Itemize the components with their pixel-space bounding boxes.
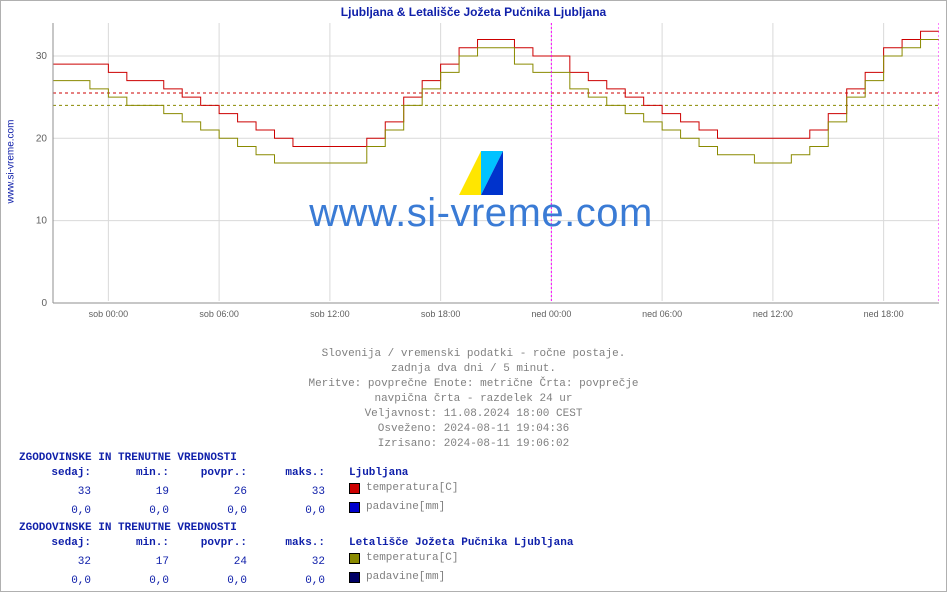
legend-value: 33	[253, 485, 331, 500]
legend-value: 24	[175, 555, 253, 570]
legend-column-header: povpr.:	[175, 536, 253, 551]
info-line: Izrisano: 2024-08-11 19:06:02	[1, 437, 946, 452]
legend-data-row: 32172432temperatura[C]	[19, 551, 573, 570]
chart-frame: Ljubljana & Letališče Jožeta Pučnika Lju…	[0, 0, 947, 592]
legend-column-header: maks.:	[253, 466, 331, 481]
legend-series-label: padavine[mm]	[366, 500, 445, 515]
legend-location: Ljubljana	[331, 466, 408, 481]
info-line: Veljavnost: 11.08.2024 18:00 CEST	[1, 407, 946, 422]
legend-value: 0,0	[97, 504, 175, 519]
legend-column-header: min.:	[97, 536, 175, 551]
legend-series: temperatura[C]	[331, 551, 458, 566]
svg-text:ned 18:00: ned 18:00	[864, 309, 904, 319]
legend-title: ZGODOVINSKE IN TRENUTNE VREDNOSTI	[19, 451, 458, 466]
legend-series-label: padavine[mm]	[366, 570, 445, 585]
legend-series-label: temperatura[C]	[366, 481, 458, 496]
title-ampersand: &	[393, 5, 408, 19]
svg-text:0: 0	[41, 298, 47, 309]
legend-header-row: sedaj:min.:povpr.:maks.:Letališče Jožeta…	[19, 536, 573, 551]
legend-value: 32	[19, 555, 97, 570]
svg-text:sob 00:00: sob 00:00	[89, 309, 129, 319]
svg-text:ned 12:00: ned 12:00	[753, 309, 793, 319]
legend-swatch	[349, 553, 360, 564]
legend-swatch	[349, 502, 360, 513]
legend-value: 26	[175, 485, 253, 500]
legend-value: 0,0	[253, 574, 331, 589]
title-location-a: Ljubljana	[341, 5, 394, 19]
legend-location: Letališče Jožeta Pučnika Ljubljana	[331, 536, 573, 551]
legend-series: padavine[mm]	[331, 500, 445, 515]
legend-column-header: sedaj:	[19, 466, 97, 481]
svg-text:sob 18:00: sob 18:00	[421, 309, 461, 319]
legend-data-row: 0,00,00,00,0padavine[mm]	[19, 500, 458, 519]
legend-value: 17	[97, 555, 175, 570]
svg-text:ned 00:00: ned 00:00	[531, 309, 571, 319]
svg-text:10: 10	[36, 216, 48, 227]
legend-column-header: sedaj:	[19, 536, 97, 551]
info-line: Slovenija / vremenski podatki - ročne po…	[1, 347, 946, 362]
legend-group-1: ZGODOVINSKE IN TRENUTNE VREDNOSTIsedaj:m…	[19, 451, 458, 519]
legend-data-row: 33192633temperatura[C]	[19, 481, 458, 500]
chart-svg: 0 10 20 30 sob 00:00 sob 06:00 sob 12:00 sob 18…	[23, 23, 939, 323]
svg-text:sob 12:00: sob 12:00	[310, 309, 350, 319]
legend-value: 32	[253, 555, 331, 570]
svg-text:ned 06:00: ned 06:00	[642, 309, 682, 319]
legend-series-label: temperatura[C]	[366, 551, 458, 566]
legend-column-header: povpr.:	[175, 466, 253, 481]
legend-swatch	[349, 483, 360, 494]
chart-title: Ljubljana & Letališče Jožeta Pučnika Lju…	[1, 5, 946, 19]
legend-data-row: 0,00,00,00,0padavine[mm]	[19, 570, 573, 589]
y-axis-label: www.si-vreme.com	[3, 1, 19, 321]
legend-value: 0,0	[253, 504, 331, 519]
svg-text:sob 06:00: sob 06:00	[199, 309, 239, 319]
svg-text:30: 30	[36, 51, 48, 62]
legend-value: 0,0	[175, 574, 253, 589]
y-axis-label-text: www.si-vreme.com	[6, 119, 17, 203]
legend-value: 0,0	[19, 504, 97, 519]
info-line: Meritve: povprečne Enote: metrične Črta:…	[1, 377, 946, 392]
info-line: zadnja dva dni / 5 minut.	[1, 362, 946, 377]
info-line: navpična črta - razdelek 24 ur	[1, 392, 946, 407]
legend-series: temperatura[C]	[331, 481, 458, 496]
svg-text:20: 20	[36, 133, 48, 144]
info-line: Osveženo: 2024-08-11 19:04:36	[1, 422, 946, 437]
legend-title: ZGODOVINSKE IN TRENUTNE VREDNOSTI	[19, 521, 573, 536]
legend-value: 19	[97, 485, 175, 500]
legend-value: 0,0	[175, 504, 253, 519]
legend-series: padavine[mm]	[331, 570, 445, 585]
legend-swatch	[349, 572, 360, 583]
legend-column-header: maks.:	[253, 536, 331, 551]
legend-group-2: ZGODOVINSKE IN TRENUTNE VREDNOSTIsedaj:m…	[19, 521, 573, 589]
legend-value: 33	[19, 485, 97, 500]
info-block: Slovenija / vremenski podatki - ročne po…	[1, 347, 946, 452]
legend-value: 0,0	[19, 574, 97, 589]
legend-value: 0,0	[97, 574, 175, 589]
legend-header-row: sedaj:min.:povpr.:maks.:Ljubljana	[19, 466, 458, 481]
chart-area: 0 10 20 30 sob 00:00 sob 06:00 sob 12:00 sob 18…	[23, 23, 939, 323]
title-location-b: Letališče Jožeta Pučnika Ljubljana	[409, 5, 606, 19]
legend-column-header: min.:	[97, 466, 175, 481]
